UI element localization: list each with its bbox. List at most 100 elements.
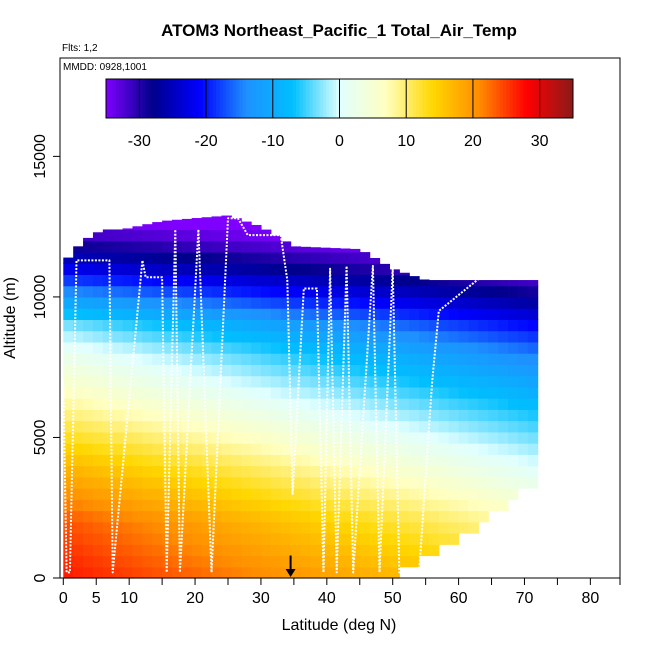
heatmap-cell [270,263,282,276]
heatmap-cell [231,285,242,298]
heatmap-cell [448,533,460,545]
colorbar-segment [529,79,534,118]
heatmap-cell [251,319,262,332]
heatmap-cell [63,465,74,478]
heatmap-cell [92,510,104,523]
heatmap-cell [181,566,193,579]
colorbar-segment [252,79,257,118]
heatmap-cell [102,341,114,354]
heatmap-cell [221,443,232,455]
heatmap-cell [498,353,509,365]
heatmap-cell [280,521,292,534]
heatmap-cell [359,398,371,410]
heatmap-cell [92,488,104,500]
heatmap-cell [488,454,499,467]
heatmap-cell [399,398,410,410]
heatmap-cell [83,431,94,444]
heatmap-cell [260,566,272,579]
heatmap-cell [260,499,272,512]
heatmap-cell [102,533,114,545]
heatmap-cell [448,364,460,377]
heatmap-cell [320,398,331,410]
heatmap-cell [310,353,321,365]
colorbar-segment [532,79,537,118]
heatmap-cell [221,375,232,388]
x-tick-label: 30 [252,590,270,607]
heatmap-cell [112,386,124,399]
colorbar-segment [359,79,364,118]
heatmap-cell [112,353,124,365]
heatmap-cell [517,454,529,467]
heatmap-cell [300,533,311,545]
heatmap-cell [340,248,351,253]
heatmap-cell [349,285,361,298]
heatmap-cell [172,251,183,264]
heatmap-cell [419,476,430,489]
heatmap-cell [73,420,84,433]
heatmap-cell [152,521,163,534]
heatmap-cell [73,364,84,377]
heatmap-cell [389,544,400,557]
heatmap-cell [399,521,410,534]
heatmap-cell [508,409,519,422]
heatmap-cell [409,555,420,568]
heatmap-cell [379,443,391,455]
heatmap-cell [191,454,203,467]
heatmap-cell [300,510,311,523]
heatmap-cell [359,555,371,568]
heatmap-cell [478,409,489,422]
heatmap-cell [241,533,252,545]
heatmap-cell [211,296,223,309]
x-axis-label: Latitude (deg N) [282,617,397,634]
heatmap-cell [122,431,134,444]
heatmap-cell [92,533,104,545]
colorbar-segment [179,79,184,118]
heatmap-cell [73,308,84,320]
heatmap-cell [221,499,232,512]
heatmap-cell [399,274,410,287]
heatmap-cell [142,308,153,320]
colorbar-segment [496,79,501,118]
heatmap-cell [181,308,193,320]
heatmap-cell [241,263,252,276]
heatmap-cell [172,566,183,579]
heatmap-cell [241,555,252,568]
heatmap-cell [231,465,242,478]
colorbar-segment [189,79,194,118]
heatmap-cell [369,443,381,455]
heatmap-cell [349,330,361,343]
heatmap-cell [409,386,420,399]
heatmap-cell [152,420,163,433]
heatmap-cell [349,499,361,512]
heatmap-cell [369,364,381,377]
heatmap-cell [73,274,84,287]
heatmap-cell [458,465,470,478]
colorbar-segment [356,79,361,118]
heatmap-cell [389,319,400,332]
heatmap-cell [231,375,242,388]
heatmap-cell [458,280,470,287]
heatmap-cell [162,386,173,399]
heatmap-cell [132,465,143,478]
heatmap-cell [458,499,470,512]
heatmap-cell [359,454,371,467]
heatmap-cell [320,454,331,467]
heatmap-cell [92,353,104,365]
heatmap-cell [231,229,242,242]
heatmap-cell [438,398,450,410]
heatmap-cell [132,420,143,433]
heatmap-cell [132,510,143,523]
heatmap-cell [221,215,232,219]
heatmap-cell [369,409,381,422]
heatmap-cell [122,398,134,410]
heatmap-cell [488,386,499,399]
heatmap-cell [310,398,321,410]
heatmap-cell [300,443,311,455]
heatmap-cell [260,308,272,320]
heatmap-cell [468,431,479,444]
colorbar-segment [296,79,300,118]
colorbar-segment [352,79,357,118]
heatmap-cell [508,296,519,309]
heatmap-cell [132,226,143,231]
heatmap-cell [389,533,400,545]
